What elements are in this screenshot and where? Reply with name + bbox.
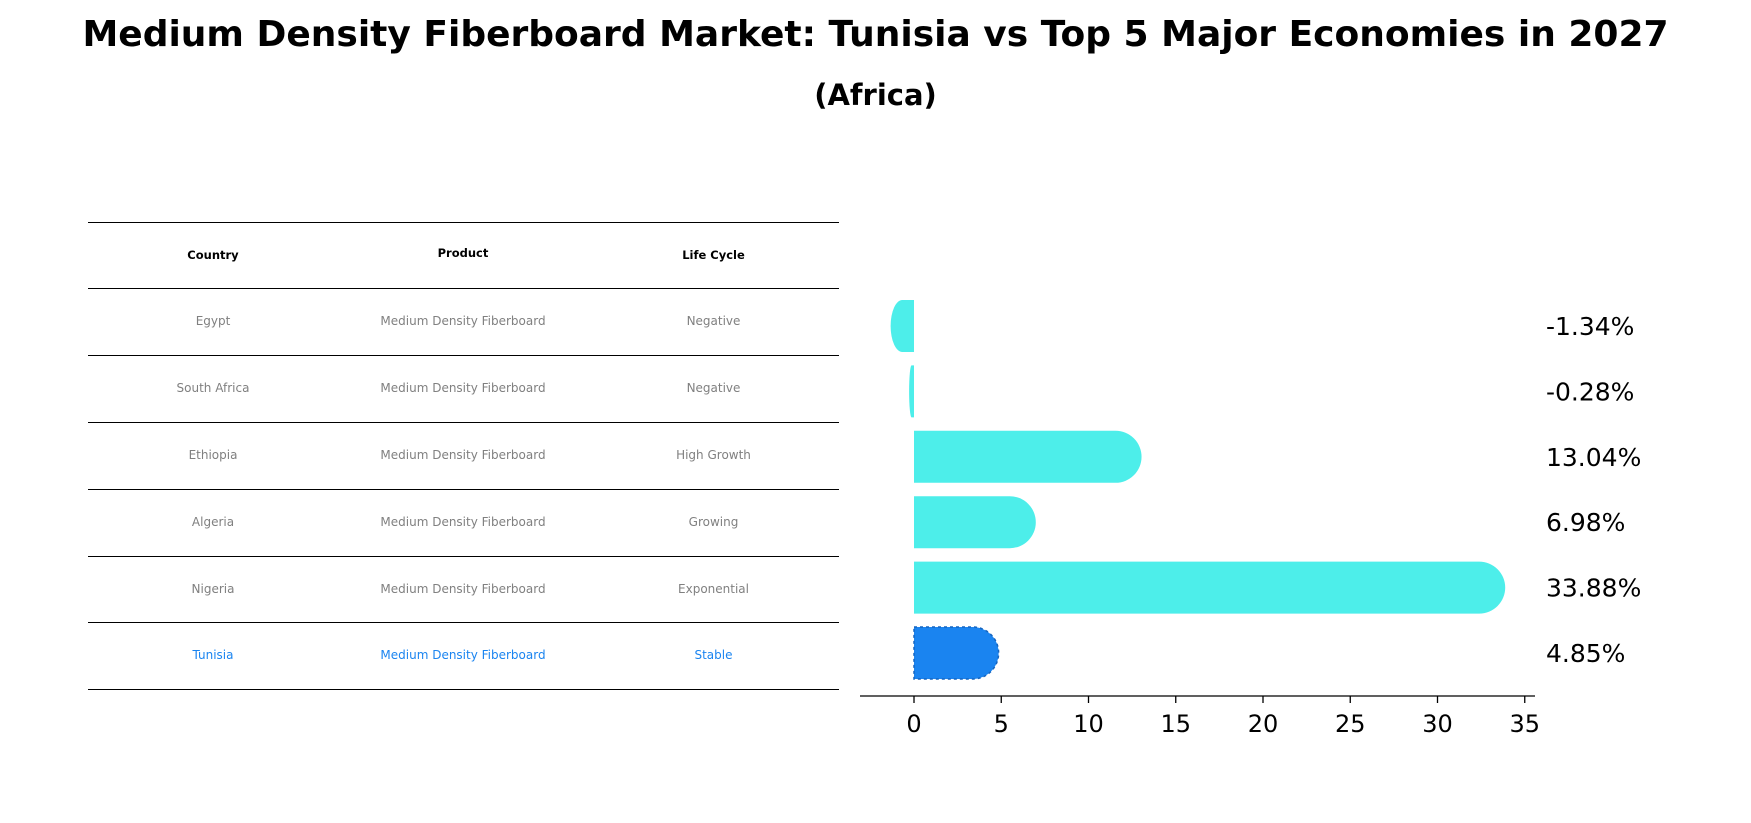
value-label: -0.28% xyxy=(1546,377,1634,406)
table-cell-country: Nigeria xyxy=(191,582,235,596)
x-tick-label: 35 xyxy=(1509,710,1540,738)
table-cell-country: South Africa xyxy=(176,381,250,395)
value-label: 33.88% xyxy=(1546,574,1641,603)
table-rule xyxy=(88,355,839,356)
table-cell-country: Egypt xyxy=(195,314,231,328)
table-cell-product: Medium Density Fiberboard xyxy=(380,448,546,462)
value-label: 6.98% xyxy=(1546,508,1625,537)
table-rule xyxy=(88,489,839,490)
table-rule xyxy=(88,422,839,423)
bar-egypt xyxy=(890,300,914,352)
table-rule xyxy=(88,556,839,557)
value-label: -1.34% xyxy=(1546,312,1634,341)
table-cell-life-cycle: Growing xyxy=(688,515,739,529)
table-rule xyxy=(88,622,839,623)
table-cell-country-highlight: Tunisia xyxy=(192,648,234,662)
table-cell-country: Algeria xyxy=(191,515,235,529)
table-cell-country: Ethiopia xyxy=(188,448,238,462)
value-label: 4.85% xyxy=(1546,639,1625,668)
table-cell-product: Medium Density Fiberboard xyxy=(380,515,546,529)
table-cell-product: Medium Density Fiberboard xyxy=(380,314,546,328)
bar-nigeria xyxy=(914,561,1506,614)
x-tick-label: 30 xyxy=(1422,710,1453,738)
table-cell-product-highlight: Medium Density Fiberboard xyxy=(380,648,546,662)
table-rule xyxy=(88,288,839,289)
x-tick-label: 0 xyxy=(906,710,921,738)
x-tick-label: 5 xyxy=(994,710,1009,738)
table-cell-life-cycle: Negative xyxy=(686,381,741,395)
table-header-life-cycle: Life Cycle xyxy=(682,248,745,262)
bar-south-africa xyxy=(909,365,914,418)
x-tick-label: 15 xyxy=(1160,710,1191,738)
value-label: 13.04% xyxy=(1546,443,1641,472)
bar-ethiopia xyxy=(914,430,1142,483)
table-cell-life-cycle: Negative xyxy=(686,314,741,328)
table-header-country: Country xyxy=(187,248,239,262)
table-cell-life-cycle: High Growth xyxy=(676,448,751,462)
chart-title: Medium Density Fiberboard Market: Tunisi… xyxy=(82,14,1669,55)
table-rule xyxy=(88,689,839,690)
x-tick-label: 20 xyxy=(1248,710,1279,738)
table-cell-product: Medium Density Fiberboard xyxy=(380,582,546,596)
table-rule xyxy=(88,222,839,223)
x-tick-label: 10 xyxy=(1073,710,1104,738)
table-cell-product: Medium Density Fiberboard xyxy=(380,381,546,395)
bar-algeria xyxy=(914,496,1036,549)
table-header-product: Product xyxy=(437,246,489,260)
table-cell-life-cycle-highlight: Stable xyxy=(694,648,733,662)
bar-tunisia xyxy=(913,626,1000,680)
table-cell-life-cycle: Exponential xyxy=(678,582,749,596)
chart-subtitle: (Africa) xyxy=(814,78,937,112)
x-tick-label: 25 xyxy=(1335,710,1366,738)
